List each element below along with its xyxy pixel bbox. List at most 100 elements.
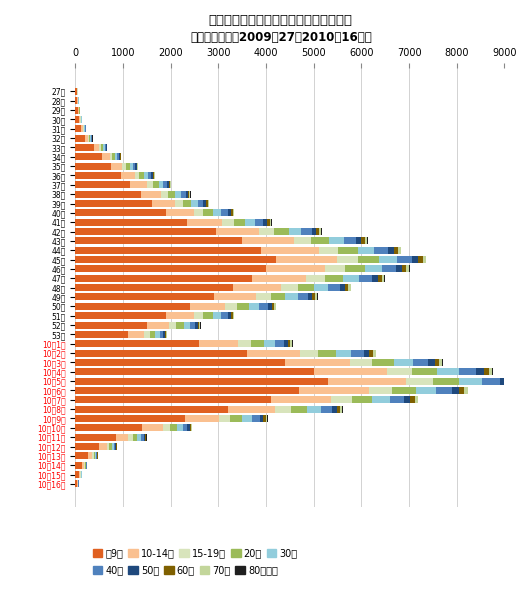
- Bar: [75, 453, 88, 460]
- Bar: [187, 219, 222, 226]
- Bar: [410, 396, 415, 404]
- Bar: [75, 387, 300, 394]
- Bar: [340, 284, 345, 291]
- Bar: [308, 293, 313, 300]
- Bar: [110, 153, 112, 160]
- Bar: [129, 163, 133, 169]
- Bar: [247, 349, 300, 356]
- Bar: [343, 275, 359, 282]
- Bar: [75, 97, 77, 104]
- Bar: [321, 406, 332, 412]
- Bar: [325, 275, 343, 282]
- Bar: [230, 312, 232, 319]
- Bar: [101, 144, 103, 151]
- Bar: [183, 200, 191, 207]
- Bar: [203, 200, 206, 207]
- Bar: [166, 331, 167, 338]
- Bar: [147, 322, 169, 329]
- Bar: [128, 434, 133, 441]
- Bar: [198, 322, 200, 329]
- Bar: [77, 480, 78, 487]
- Bar: [372, 396, 390, 404]
- Bar: [75, 359, 285, 366]
- Bar: [291, 406, 307, 412]
- Bar: [345, 266, 365, 273]
- Bar: [436, 387, 452, 394]
- Bar: [242, 415, 252, 422]
- Bar: [84, 462, 85, 468]
- Bar: [150, 331, 155, 338]
- Bar: [213, 209, 221, 217]
- Bar: [365, 237, 368, 244]
- Bar: [380, 256, 397, 263]
- Bar: [185, 415, 219, 422]
- Bar: [237, 303, 249, 310]
- Bar: [340, 406, 342, 412]
- Bar: [163, 424, 170, 431]
- Bar: [194, 312, 203, 319]
- Bar: [85, 462, 86, 468]
- Bar: [81, 125, 83, 132]
- Bar: [75, 293, 214, 300]
- Bar: [94, 144, 99, 151]
- Legend: 40代, 50代, 60代, 70代, 80歳以上: 40代, 50代, 60代, 70代, 80歳以上: [89, 562, 282, 579]
- Bar: [122, 163, 126, 169]
- Bar: [252, 415, 259, 422]
- Bar: [233, 284, 281, 291]
- Bar: [359, 275, 372, 282]
- Bar: [133, 163, 135, 169]
- Bar: [489, 368, 492, 375]
- Bar: [109, 443, 111, 450]
- Bar: [352, 349, 363, 356]
- Bar: [196, 322, 198, 329]
- Bar: [356, 237, 361, 244]
- Bar: [83, 125, 84, 132]
- Bar: [344, 237, 356, 244]
- Bar: [188, 424, 190, 431]
- Bar: [459, 368, 476, 375]
- Bar: [126, 163, 129, 169]
- Bar: [107, 443, 109, 450]
- Bar: [191, 200, 198, 207]
- Bar: [95, 453, 96, 460]
- Bar: [274, 303, 276, 310]
- Bar: [314, 284, 328, 291]
- Bar: [75, 424, 142, 431]
- Bar: [460, 387, 464, 394]
- Bar: [251, 340, 264, 347]
- Bar: [230, 209, 232, 217]
- Bar: [319, 247, 338, 254]
- Bar: [114, 443, 115, 450]
- Bar: [88, 135, 89, 142]
- Bar: [189, 191, 190, 198]
- Bar: [135, 172, 139, 179]
- Bar: [255, 219, 264, 226]
- Bar: [190, 424, 191, 431]
- Bar: [118, 153, 120, 160]
- Bar: [120, 153, 121, 160]
- Bar: [115, 443, 116, 450]
- Bar: [275, 406, 291, 412]
- Bar: [88, 453, 92, 460]
- Bar: [148, 172, 151, 179]
- Bar: [415, 387, 436, 394]
- Bar: [75, 153, 101, 160]
- Bar: [75, 284, 233, 291]
- Bar: [394, 359, 413, 366]
- Bar: [199, 340, 238, 347]
- Bar: [369, 387, 392, 394]
- Bar: [214, 293, 256, 300]
- Bar: [300, 387, 369, 394]
- Bar: [89, 135, 90, 142]
- Bar: [190, 303, 225, 310]
- Bar: [263, 415, 266, 422]
- Bar: [427, 359, 435, 366]
- Bar: [105, 144, 106, 151]
- Bar: [75, 135, 85, 142]
- Bar: [328, 284, 340, 291]
- Bar: [153, 172, 154, 179]
- Bar: [170, 424, 177, 431]
- Bar: [153, 181, 159, 188]
- Bar: [75, 181, 130, 188]
- Bar: [298, 284, 314, 291]
